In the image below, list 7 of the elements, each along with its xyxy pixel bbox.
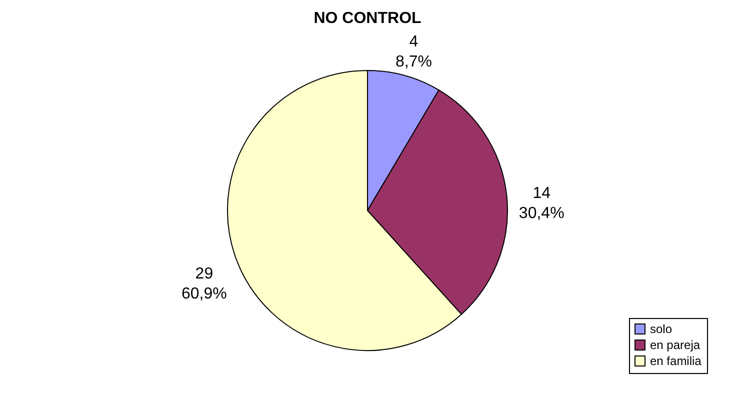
legend-label: en pareja [650, 338, 700, 352]
legend-label: en familia [650, 354, 702, 368]
data-label: 14 30,4% [518, 184, 564, 222]
data-label: 29 60,9% [182, 265, 227, 302]
legend-label: solo [650, 322, 672, 336]
chart-title: NO CONTROL [314, 10, 422, 27]
data-label: 4 8,7% [396, 34, 432, 71]
